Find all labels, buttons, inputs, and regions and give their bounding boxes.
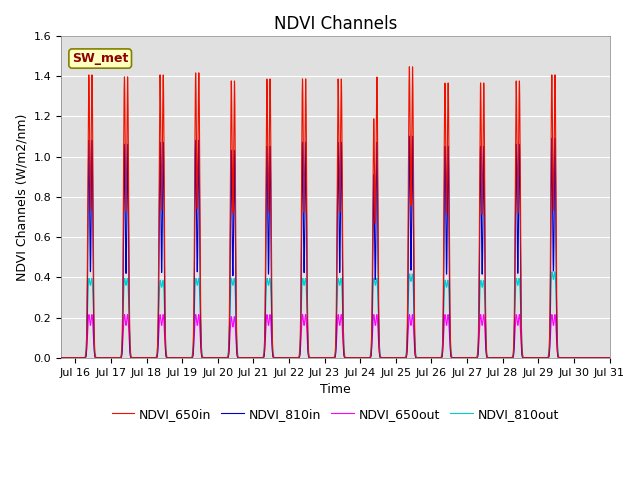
NDVI_650in	[605, 355, 613, 360]
NDVI_810out	[84, 279, 92, 285]
X-axis label: Time: Time	[320, 383, 351, 396]
NDVI_810out	[256, 355, 264, 360]
NDVI_810in	[381, 355, 389, 360]
Line: NDVI_650in: NDVI_650in	[61, 67, 609, 358]
NDVI_810in	[406, 133, 413, 139]
NDVI_650in	[256, 355, 264, 360]
NDVI_650in	[406, 64, 413, 70]
NDVI_650out	[382, 355, 390, 360]
NDVI_650in	[589, 355, 596, 360]
Legend: NDVI_650in, NDVI_810in, NDVI_650out, NDVI_810out: NDVI_650in, NDVI_810in, NDVI_650out, NDV…	[106, 403, 564, 426]
NDVI_650in	[406, 69, 413, 75]
NDVI_810in	[256, 355, 264, 360]
Y-axis label: NDVI Channels (W/m2/nm): NDVI Channels (W/m2/nm)	[15, 113, 28, 280]
NDVI_810out	[605, 355, 613, 360]
Text: SW_met: SW_met	[72, 52, 129, 65]
NDVI_810in	[57, 355, 65, 360]
Line: NDVI_810out: NDVI_810out	[61, 272, 609, 358]
NDVI_650in	[84, 79, 92, 85]
NDVI_650out	[464, 355, 472, 360]
NDVI_650out	[605, 355, 613, 360]
NDVI_810in	[406, 139, 413, 145]
NDVI_810out	[406, 271, 413, 277]
NDVI_650out	[57, 355, 65, 360]
NDVI_650in	[493, 355, 501, 360]
NDVI_810in	[464, 355, 472, 360]
NDVI_810out	[381, 355, 389, 360]
NDVI_650out	[406, 312, 413, 318]
NDVI_650out	[493, 355, 501, 360]
NDVI_650out	[373, 312, 381, 317]
NDVI_650out	[596, 355, 604, 360]
NDVI_810out	[551, 269, 559, 275]
NDVI_650out	[84, 313, 92, 319]
NDVI_810out	[57, 355, 65, 360]
NDVI_810in	[84, 144, 92, 150]
Line: NDVI_650out: NDVI_650out	[61, 314, 609, 358]
NDVI_810out	[493, 355, 500, 360]
NDVI_810in	[493, 355, 501, 360]
NDVI_810in	[586, 355, 593, 360]
NDVI_810in	[605, 355, 613, 360]
Title: NDVI Channels: NDVI Channels	[273, 15, 397, 33]
NDVI_650out	[256, 355, 264, 360]
NDVI_650in	[57, 355, 65, 360]
NDVI_650in	[381, 355, 389, 360]
NDVI_650in	[464, 355, 472, 360]
NDVI_810out	[603, 355, 611, 360]
Line: NDVI_810in: NDVI_810in	[61, 136, 609, 358]
NDVI_810out	[464, 355, 472, 360]
